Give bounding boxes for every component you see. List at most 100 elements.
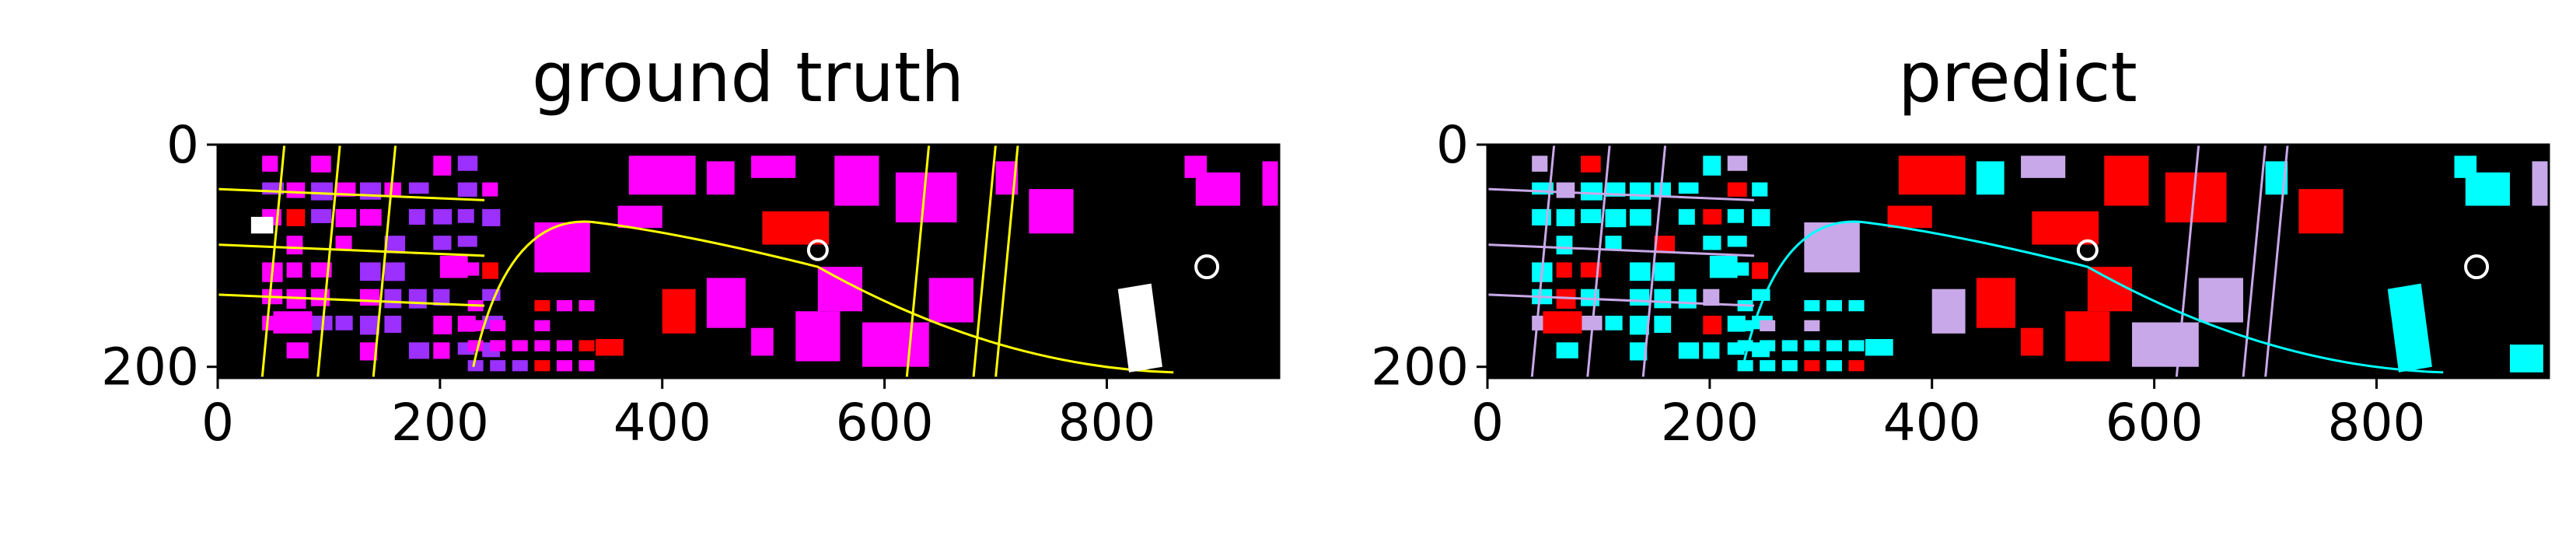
building xyxy=(1629,262,1651,281)
building xyxy=(286,208,306,226)
building xyxy=(490,320,506,331)
road xyxy=(994,145,1019,378)
y-tick-label: 200 xyxy=(1371,337,1469,397)
building xyxy=(433,316,453,335)
building xyxy=(1703,156,1721,176)
building xyxy=(359,342,378,361)
building xyxy=(2087,267,2133,312)
building xyxy=(1629,288,1650,306)
building xyxy=(457,236,477,247)
x-tick-label: 0 xyxy=(201,393,234,453)
building xyxy=(534,340,551,351)
building xyxy=(1865,339,1893,356)
building xyxy=(834,156,879,206)
building xyxy=(262,156,278,172)
road xyxy=(218,293,485,307)
building xyxy=(467,320,484,331)
building xyxy=(1760,320,1776,331)
building xyxy=(556,340,572,351)
building xyxy=(408,342,430,359)
building xyxy=(433,156,452,176)
building xyxy=(1195,172,1240,206)
building xyxy=(512,340,528,351)
building xyxy=(1804,300,1820,312)
building xyxy=(2021,327,2043,356)
x-tick-label: 800 xyxy=(2327,393,2425,453)
building xyxy=(534,360,551,372)
building xyxy=(1826,340,1842,351)
building xyxy=(408,208,425,225)
building xyxy=(1804,320,1820,331)
building xyxy=(2198,278,2243,323)
road xyxy=(1742,220,2444,374)
x-tick-label: 400 xyxy=(613,393,711,453)
road xyxy=(905,145,931,378)
building xyxy=(384,288,402,309)
building xyxy=(1262,161,1279,206)
building xyxy=(1556,342,1578,358)
building xyxy=(1543,311,1582,334)
building xyxy=(1848,340,1865,351)
building xyxy=(2032,211,2099,245)
building xyxy=(490,340,506,351)
building xyxy=(578,340,595,351)
building xyxy=(359,262,381,281)
field-patch xyxy=(2387,283,2432,372)
building xyxy=(439,255,468,278)
building xyxy=(1703,342,1720,359)
building xyxy=(359,316,379,335)
building xyxy=(482,182,498,197)
building xyxy=(335,316,353,330)
building xyxy=(1605,208,1627,228)
field-patch xyxy=(250,216,274,234)
building xyxy=(1848,360,1865,372)
building xyxy=(706,278,746,328)
building xyxy=(1581,182,1603,201)
building xyxy=(286,262,302,278)
building xyxy=(1826,300,1842,312)
building xyxy=(433,208,453,225)
building xyxy=(1678,342,1700,359)
road xyxy=(218,243,485,257)
building xyxy=(1709,255,1738,278)
building xyxy=(1781,360,1798,372)
building xyxy=(490,360,506,372)
building xyxy=(1931,288,1966,334)
building xyxy=(286,236,303,255)
building xyxy=(335,236,352,251)
building xyxy=(1556,262,1572,278)
roundabout xyxy=(2464,254,2490,280)
road xyxy=(1641,145,1667,378)
y-tick-label: 0 xyxy=(166,115,199,175)
building xyxy=(359,288,380,306)
building xyxy=(457,156,478,171)
x-tick-label: 600 xyxy=(2106,393,2204,453)
building xyxy=(457,182,477,197)
building xyxy=(534,320,551,331)
building xyxy=(1678,208,1695,225)
building xyxy=(617,205,662,229)
x-tick-label: 0 xyxy=(1471,393,1504,453)
road xyxy=(472,220,1174,374)
building xyxy=(457,208,474,223)
road xyxy=(1530,145,1556,378)
building xyxy=(1804,222,1860,273)
building xyxy=(2021,156,2066,178)
building xyxy=(1703,316,1722,335)
building xyxy=(1848,300,1865,312)
building xyxy=(817,267,863,312)
building xyxy=(1727,236,1747,247)
axes-frame xyxy=(1486,143,2550,379)
building xyxy=(1727,208,1744,223)
building xyxy=(384,262,405,281)
building xyxy=(286,342,309,358)
building xyxy=(578,360,595,372)
building xyxy=(1976,161,2005,195)
building xyxy=(2065,311,2110,362)
building xyxy=(1804,340,1820,351)
